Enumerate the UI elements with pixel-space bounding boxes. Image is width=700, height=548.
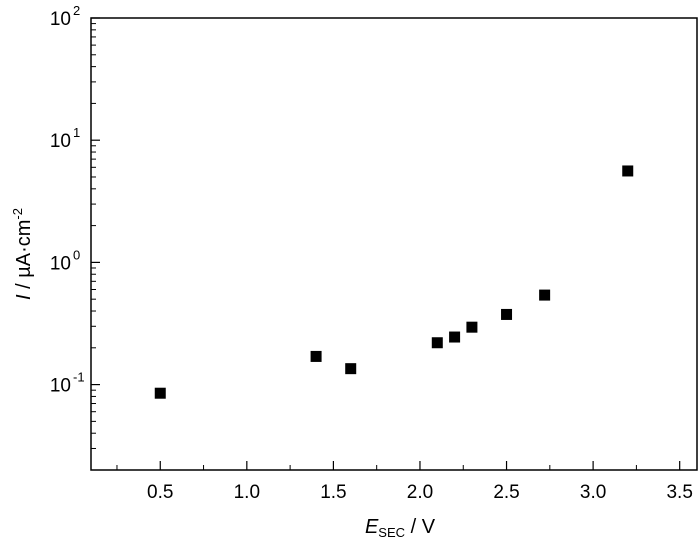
y-tick-label: 10 bbox=[50, 376, 71, 397]
y-tick-label: 10 bbox=[50, 253, 71, 274]
x-tick-label: 3.5 bbox=[666, 482, 692, 503]
data-points bbox=[154, 165, 634, 399]
y-tick-exponent: 0 bbox=[73, 247, 80, 262]
data-point bbox=[154, 387, 166, 399]
y-tick-label: 10 bbox=[50, 131, 71, 152]
x-tick-label: 1.0 bbox=[234, 482, 260, 503]
plot-frame bbox=[90, 17, 698, 471]
x-tick-label: 2.5 bbox=[493, 482, 519, 503]
y-tick-label: 10 bbox=[50, 9, 71, 30]
y-tick-exponent: -1 bbox=[73, 370, 85, 385]
y-tick-exponent: 1 bbox=[73, 125, 80, 140]
data-point bbox=[310, 350, 322, 362]
data-point bbox=[449, 331, 461, 343]
x-tick-label: 1.5 bbox=[320, 482, 346, 503]
data-point bbox=[345, 363, 357, 375]
data-point bbox=[539, 289, 551, 301]
y-tick-exponent: 2 bbox=[73, 3, 80, 18]
data-point bbox=[622, 165, 634, 177]
data-point bbox=[431, 337, 443, 349]
data-point bbox=[466, 321, 478, 333]
x-axis-label: ESEC / V bbox=[365, 516, 436, 540]
x-tick-label: 0.5 bbox=[147, 482, 173, 503]
data-point bbox=[501, 308, 513, 320]
x-tick-label: 2.0 bbox=[407, 482, 433, 503]
x-tick-label: 3.0 bbox=[580, 482, 606, 503]
axis-ticks bbox=[91, 17, 681, 470]
x-tick-labels: 0.5 1.0 1.5 2.0 2.5 3.0 3.5 bbox=[147, 482, 693, 503]
y-axis-label: I / µA·cm-2 bbox=[10, 208, 35, 300]
